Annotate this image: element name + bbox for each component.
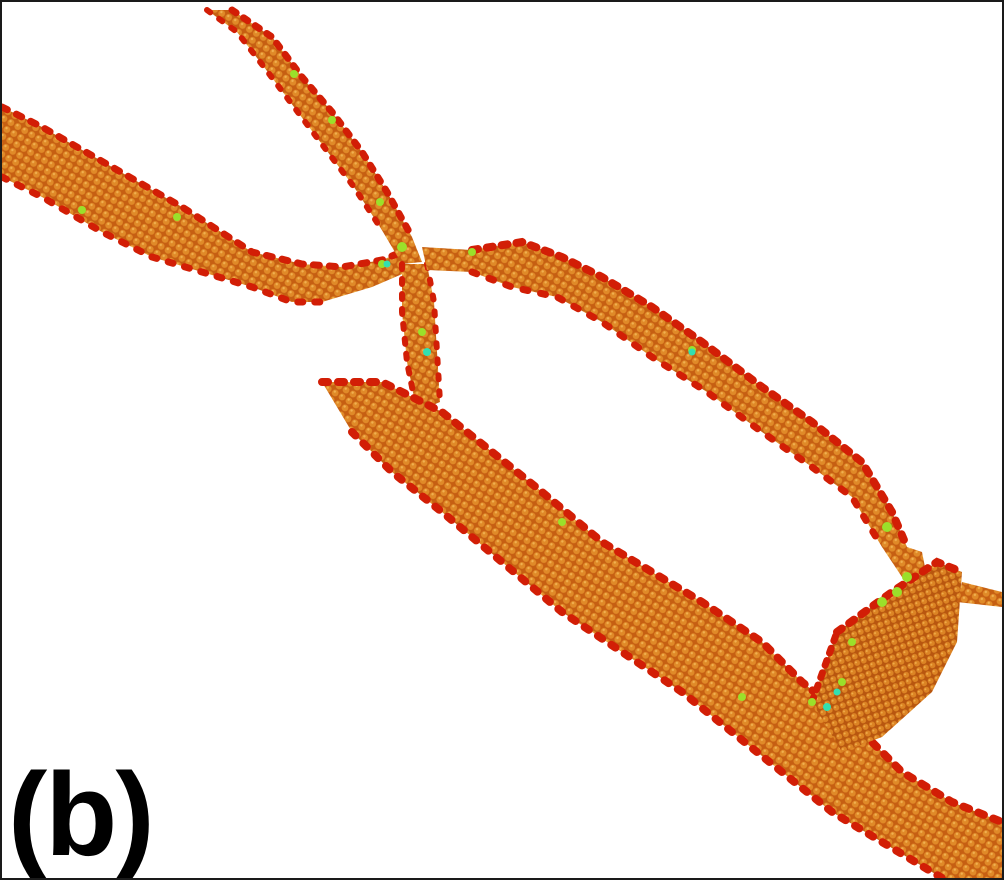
defect-atoms — [383, 260, 841, 711]
ring-upper-arc — [422, 237, 927, 577]
prism-block — [808, 557, 1002, 752]
panel-label: (b) — [8, 749, 155, 880]
wire-top-thin — [204, 6, 422, 264]
wire-vertical-connector — [399, 261, 443, 415]
low-coordination-atoms — [78, 70, 912, 706]
wire-lower-thick — [318, 378, 1002, 878]
wire-upper-left — [2, 103, 407, 306]
